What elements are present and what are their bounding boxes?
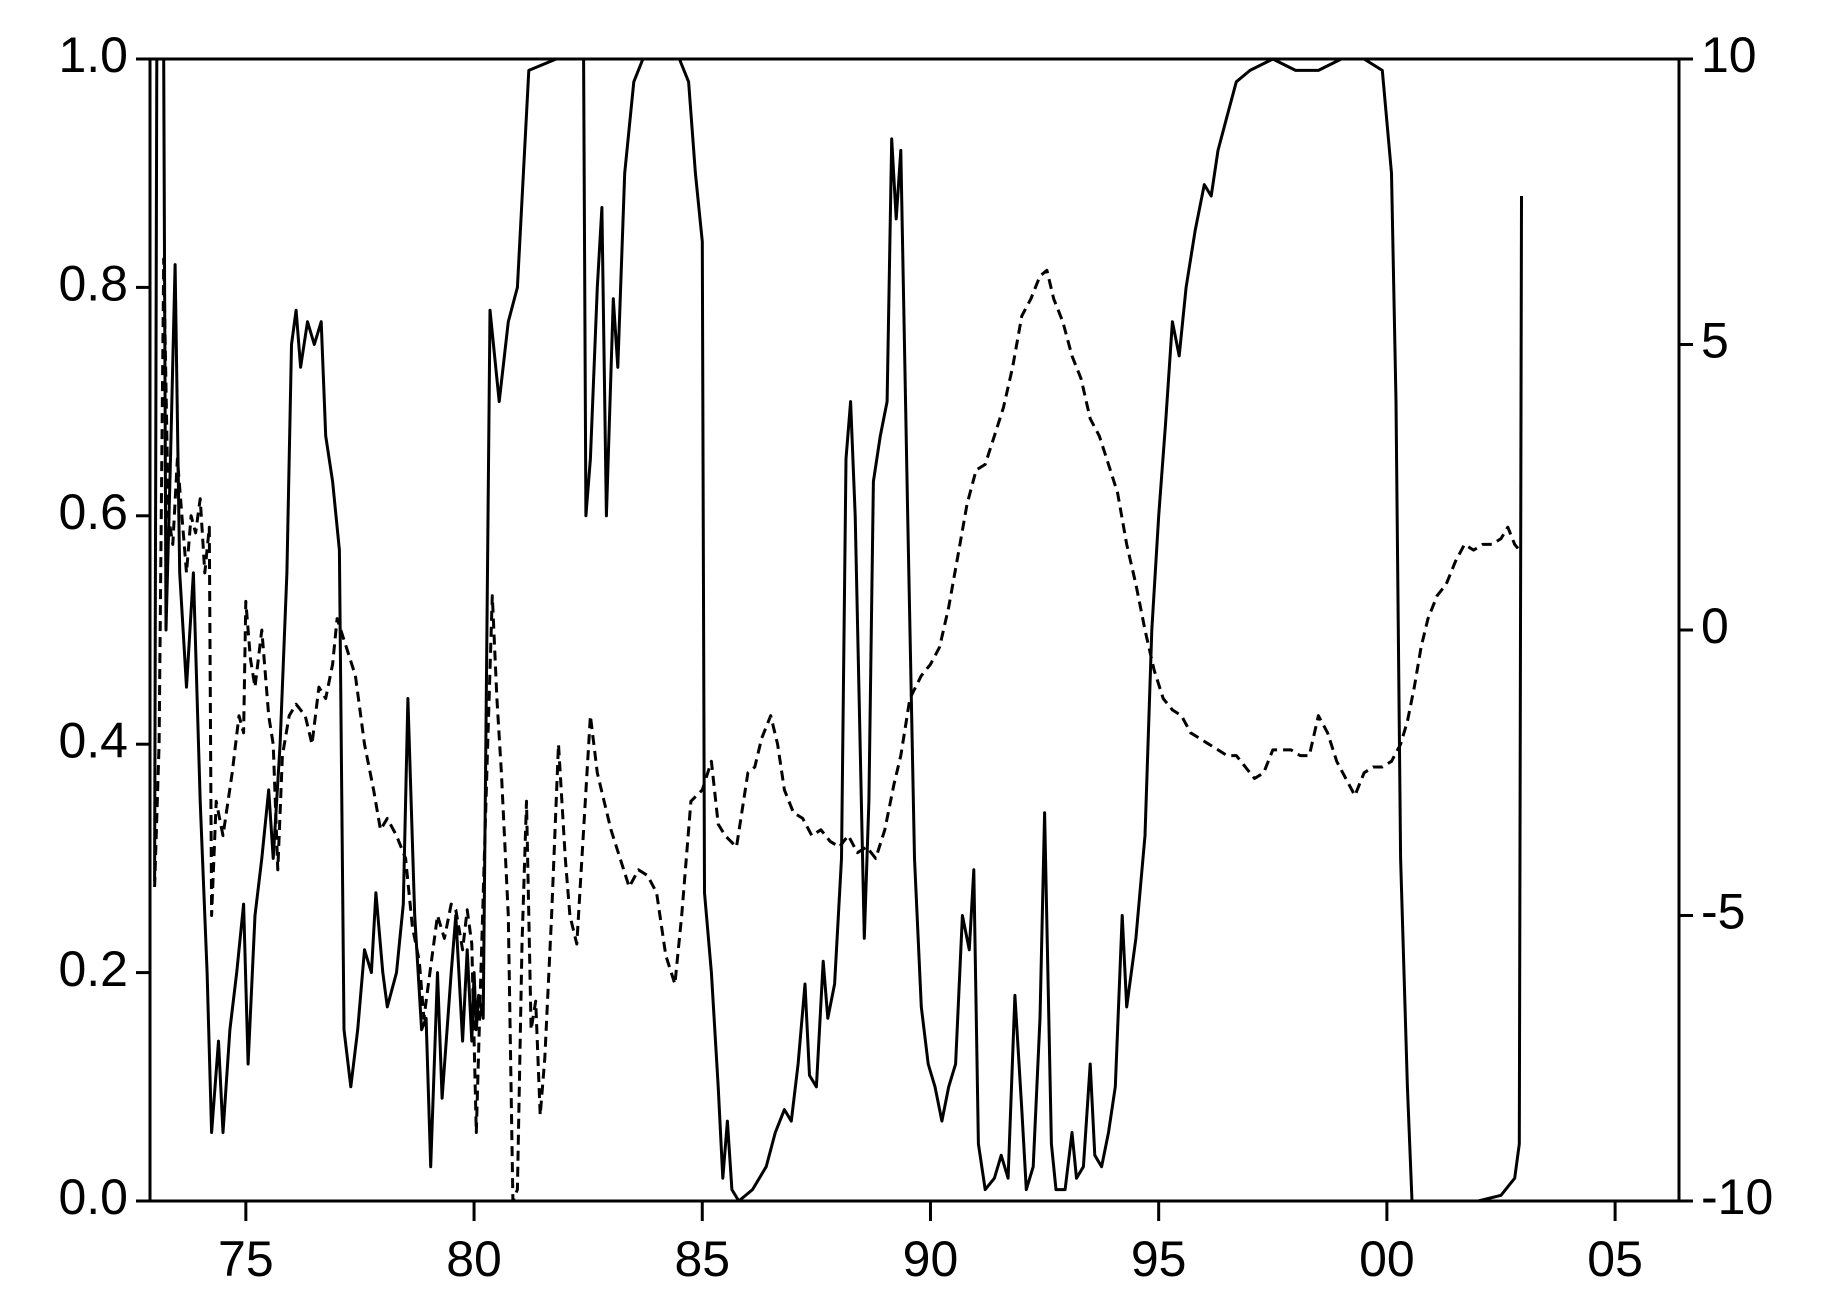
y2-tick-label: -10 (1701, 1169, 1773, 1225)
series-line (153, 57, 1523, 1203)
x-tick-label: 00 (1359, 1231, 1415, 1287)
x-tick-label: 75 (218, 1231, 274, 1287)
y2-tick-label: 0 (1701, 598, 1729, 654)
series-line (153, 257, 1521, 1203)
y2-tick-label: -5 (1701, 884, 1745, 940)
y-tick-label: 1.0 (58, 27, 128, 83)
x-tick-label: 95 (1131, 1231, 1187, 1287)
y-tick-label: 0.8 (58, 256, 128, 312)
x-tick-label: 90 (903, 1231, 959, 1287)
x-tick-label: 80 (446, 1231, 502, 1287)
y-tick-label: 0.6 (58, 484, 128, 540)
y-tick-label: 0.0 (58, 1169, 128, 1225)
y-tick-label: 0.2 (58, 941, 128, 997)
y2-tick-label: 5 (1701, 313, 1729, 369)
x-tick-label: 85 (674, 1231, 730, 1287)
y-tick-label: 0.4 (58, 712, 128, 768)
y2-tick-label: 10 (1701, 27, 1757, 83)
x-tick-label: 05 (1587, 1231, 1643, 1287)
